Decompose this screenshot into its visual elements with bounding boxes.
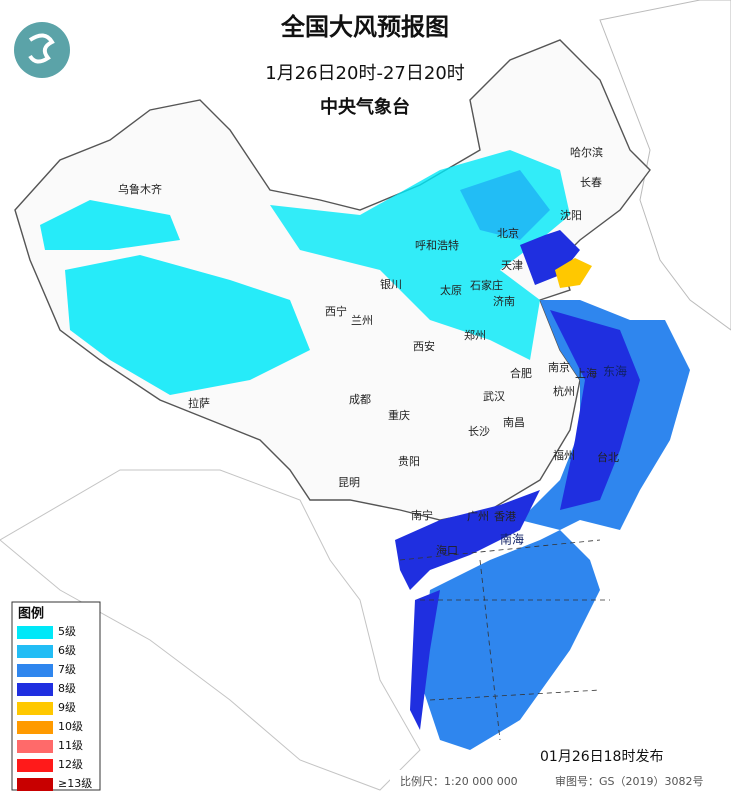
city-label: 西安 [413, 339, 435, 353]
city-label: 成都 [349, 393, 371, 406]
logo [14, 22, 70, 78]
city-label: 海口 [436, 543, 458, 557]
city-label: 杭州 [553, 384, 575, 398]
neighbor-border [0, 469, 421, 791]
city-label: 上海 [575, 366, 597, 380]
legend-swatch [17, 626, 53, 639]
legend-label: ≥13级 [58, 777, 92, 790]
wind-area [65, 255, 310, 395]
city-label: 台北 [597, 450, 619, 464]
issuer: 中央气象台 [320, 96, 410, 118]
city-label: 石家庄 [470, 278, 503, 292]
wind-area [410, 590, 440, 730]
city-label: 合肥 [510, 366, 532, 380]
sea-label: 南海 [500, 532, 524, 547]
wind-area [460, 170, 550, 240]
city-label: 拉萨 [188, 396, 210, 410]
sea-label: 东海 [603, 364, 627, 379]
scale: 比例尺：1:20 000 000 [400, 774, 518, 788]
city-label: 重庆 [388, 408, 410, 422]
city-label: 长春 [580, 176, 602, 189]
footer-box [390, 770, 731, 800]
legend-swatch [17, 721, 53, 734]
logo-mark [28, 33, 55, 64]
city-label: 南宁 [411, 508, 433, 522]
city-label: 济南 [493, 294, 515, 308]
city-label: 南京 [548, 360, 570, 374]
issue-time: 01月26日18时发布 [540, 749, 663, 765]
approval-number: 审图号：GS（2019）3082号 [555, 774, 704, 788]
city-label: 昆明 [338, 476, 360, 489]
city-label: 香港 [494, 510, 516, 523]
city-label: 哈尔滨 [570, 145, 603, 159]
city-label: 北京 [497, 226, 519, 240]
city-label: 武汉 [483, 390, 505, 403]
subtitle: 1月26日20时-27日20时 [265, 63, 465, 84]
legend-label: 11级 [58, 739, 83, 752]
city-label: 南昌 [503, 416, 525, 429]
sea-boundary [399, 539, 610, 741]
city-label: 福州 [553, 448, 575, 462]
wind-area [520, 230, 580, 285]
legend-swatch [17, 664, 53, 677]
city-label: 贵阳 [398, 455, 420, 468]
city-label: 呼和浩特 [415, 238, 459, 252]
legend-title: 图例 [18, 606, 44, 622]
wind-area [395, 490, 540, 590]
city-label: 天津 [501, 259, 523, 272]
city-label: 太原 [440, 284, 462, 297]
legend-label: 12级 [58, 758, 83, 771]
city-label: 兰州 [351, 314, 373, 327]
legend-swatch [17, 645, 53, 658]
legend-swatch [17, 778, 53, 791]
legend-label: 10级 [58, 720, 83, 733]
city-label: 银川 [380, 277, 402, 291]
title: 全国大风预报图 [280, 13, 449, 41]
city-label: 西宁 [325, 304, 347, 318]
legend-swatch [17, 683, 53, 696]
legend-label: 8级 [58, 682, 76, 695]
legend-swatch [17, 740, 53, 753]
city-label: 广州 [467, 510, 489, 523]
legend-label: 6级 [58, 644, 76, 657]
legend-label: 7级 [58, 663, 76, 676]
city-label: 乌鲁木齐 [118, 182, 162, 196]
wind-area [550, 310, 640, 510]
legend-label: 9级 [58, 701, 76, 714]
city-label: 郑州 [464, 328, 486, 342]
wind-area [555, 258, 592, 288]
legend-swatch [17, 702, 53, 715]
legend-label: 5级 [58, 625, 76, 638]
legend-swatch [17, 759, 53, 772]
wind-area [40, 200, 180, 250]
city-label: 沈阳 [560, 208, 582, 222]
legend: 图例 5级 6级 7级 8级 9级 10级 11级 12级 ≥13级 [11, 601, 101, 791]
city-label: 长沙 [468, 425, 490, 438]
